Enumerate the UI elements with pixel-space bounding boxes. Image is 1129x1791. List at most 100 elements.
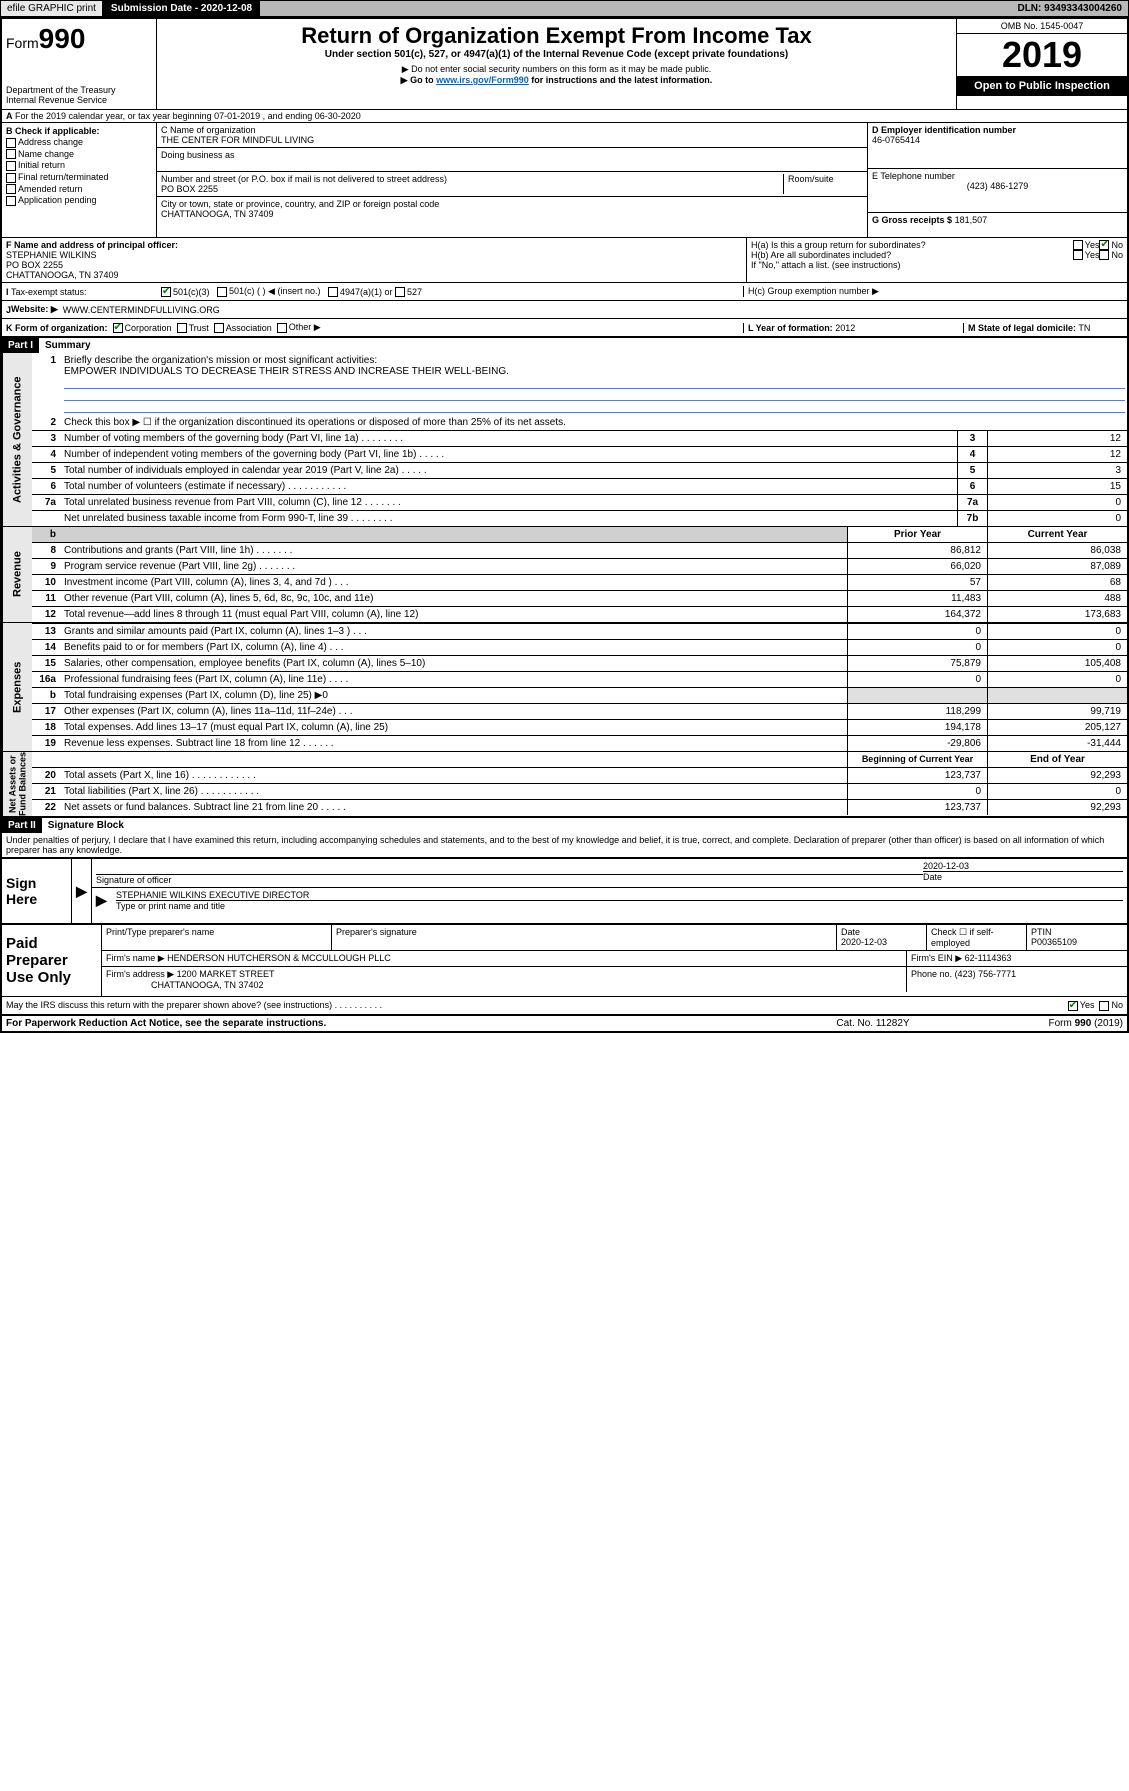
check-final-return[interactable]: Final return/terminated bbox=[6, 172, 152, 183]
expenses-section: Expenses 13Grants and similar amounts pa… bbox=[2, 622, 1127, 751]
addr-label: Number and street (or P.O. box if mail i… bbox=[161, 174, 783, 184]
submission-date[interactable]: Submission Date - 2020-12-08 bbox=[103, 1, 260, 16]
open-to-public: Open to Public Inspection bbox=[957, 76, 1127, 96]
firm-ein: 62-1114363 bbox=[965, 953, 1012, 963]
form-line: 10Investment income (Part VIII, column (… bbox=[32, 574, 1127, 590]
col-prior: Prior Year bbox=[847, 527, 987, 542]
officer-addr1: PO BOX 2255 bbox=[6, 260, 742, 270]
form-line: 5Total number of individuals employed in… bbox=[32, 462, 1127, 478]
topbar-spacer bbox=[260, 7, 1011, 11]
sign-arrow-2: ▶ bbox=[96, 890, 116, 911]
box-f: F Name and address of principal officer:… bbox=[2, 238, 747, 282]
form-line: bTotal fundraising expenses (Part IX, co… bbox=[32, 687, 1127, 703]
check-amended-return[interactable]: Amended return bbox=[6, 184, 152, 195]
room-label: Room/suite bbox=[783, 174, 863, 194]
check-corporation[interactable] bbox=[113, 323, 123, 333]
firm-phone: (423) 756-7771 bbox=[955, 969, 1017, 979]
vlabel-na: Net Assets or Fund Balances bbox=[2, 752, 32, 816]
tax-year: 2019 bbox=[957, 34, 1127, 76]
form-number: Form990 bbox=[6, 23, 152, 55]
netassets-section: Net Assets or Fund Balances Beginning of… bbox=[2, 751, 1127, 816]
ein-value: 46-0765414 bbox=[872, 135, 1123, 145]
officer-addr2: CHATTANOOGA, TN 37409 bbox=[6, 270, 742, 280]
form-subtitle: Under section 501(c), 527, or 4947(a)(1)… bbox=[161, 49, 952, 60]
boxes-row: B Check if applicable: Address change Na… bbox=[2, 122, 1127, 237]
footer-left: For Paperwork Reduction Act Notice, see … bbox=[6, 1018, 773, 1029]
check-501c3[interactable] bbox=[161, 287, 171, 297]
check-address-change[interactable]: Address change bbox=[6, 137, 152, 148]
warning-1: ▶ Do not enter social security numbers o… bbox=[161, 64, 952, 75]
box-f-h-row: F Name and address of principal officer:… bbox=[2, 237, 1127, 282]
state-domicile: TN bbox=[1078, 323, 1090, 333]
check-4947[interactable] bbox=[328, 287, 338, 297]
form-line: 4Number of independent voting members of… bbox=[32, 446, 1127, 462]
line-2: Check this box ▶ ☐ if the organization d… bbox=[62, 415, 1127, 430]
form-line: 7aTotal unrelated business revenue from … bbox=[32, 494, 1127, 510]
ein-label: D Employer identification number bbox=[872, 125, 1016, 135]
check-name-change[interactable]: Name change bbox=[6, 149, 152, 160]
footer-right: Form Form 990 (2019)990 (2019) bbox=[973, 1018, 1123, 1029]
gross-label: G Gross receipts $ bbox=[872, 215, 952, 225]
prep-date: 2020-12-03 bbox=[841, 937, 887, 947]
prep-sig-label: Preparer's signature bbox=[332, 925, 837, 950]
self-employed[interactable]: Check ☐ if self-employed bbox=[927, 925, 1027, 950]
form-line: 11Other revenue (Part VIII, column (A), … bbox=[32, 590, 1127, 606]
paid-preparer: Paid Preparer Use Only Print/Type prepar… bbox=[2, 923, 1127, 996]
vlabel-rev: Revenue bbox=[2, 527, 32, 622]
form-header: Form990 Department of the Treasury Inter… bbox=[2, 19, 1127, 109]
warning-2: ▶ Go to www.irs.gov/Form990 for instruct… bbox=[161, 75, 952, 86]
officer-name: STEPHANIE WILKINS bbox=[6, 250, 742, 260]
check-other[interactable] bbox=[277, 323, 287, 333]
box-b: B Check if applicable: Address change Na… bbox=[2, 123, 157, 237]
dln: DLN: 93493343004260 bbox=[1011, 1, 1128, 16]
h-note: If "No," attach a list. (see instruction… bbox=[751, 260, 1123, 270]
check-527[interactable] bbox=[395, 287, 405, 297]
form-line: 12Total revenue—add lines 8 through 11 (… bbox=[32, 606, 1127, 622]
check-application-pending[interactable]: Application pending bbox=[6, 195, 152, 206]
form-line: 3Number of voting members of the governi… bbox=[32, 430, 1127, 446]
phone-label: E Telephone number bbox=[872, 171, 1123, 181]
check-trust[interactable] bbox=[177, 323, 187, 333]
k-l-m-row: K Form of organization: Corporation Trus… bbox=[2, 318, 1127, 336]
website-row: J Website: ▶ WWW.CENTERMINDFULLIVING.ORG bbox=[2, 300, 1127, 318]
form-line: 22Net assets or fund balances. Subtract … bbox=[32, 799, 1127, 815]
sig-name: STEPHANIE WILKINS EXECUTIVE DIRECTOR bbox=[116, 890, 1123, 901]
form-line: 16aProfessional fundraising fees (Part I… bbox=[32, 671, 1127, 687]
discuss-no[interactable] bbox=[1099, 1001, 1109, 1011]
year-formation: 2012 bbox=[835, 323, 855, 333]
city-label: City or town, state or province, country… bbox=[161, 199, 863, 209]
gross-value: 181,507 bbox=[955, 215, 988, 225]
section-a: A For the 2019 calendar year, or tax yea… bbox=[2, 109, 1127, 122]
box-hc: H(c) Group exemption number ▶ bbox=[743, 286, 1123, 297]
form-line: 19Revenue less expenses. Subtract line 1… bbox=[32, 735, 1127, 751]
dba-label: Doing business as bbox=[161, 150, 863, 160]
form-footer: For Paperwork Reduction Act Notice, see … bbox=[2, 1014, 1127, 1031]
box-h: H(a) Is this a group return for subordin… bbox=[747, 238, 1127, 282]
irs-link[interactable]: www.irs.gov/Form990 bbox=[436, 75, 529, 85]
form-line: 9Program service revenue (Part VIII, lin… bbox=[32, 558, 1127, 574]
part1-header: Part ISummary bbox=[2, 336, 1127, 353]
declaration-text: Under penalties of perjury, I declare th… bbox=[2, 833, 1127, 857]
form-line: 15Salaries, other compensation, employee… bbox=[32, 655, 1127, 671]
sig-date: 2020-12-03 bbox=[923, 861, 1123, 872]
sig-officer-label: Signature of officer bbox=[96, 875, 171, 885]
vlabel-exp: Expenses bbox=[2, 623, 32, 751]
topbar: efile GRAPHIC print Submission Date - 20… bbox=[0, 0, 1129, 17]
form-line: 18Total expenses. Add lines 13–17 (must … bbox=[32, 719, 1127, 735]
col-begin: Beginning of Current Year bbox=[847, 752, 987, 767]
ptin: P00365109 bbox=[1031, 937, 1077, 947]
check-initial-return[interactable]: Initial return bbox=[6, 160, 152, 171]
org-name-label: C Name of organization bbox=[161, 125, 863, 135]
form-line: 21Total liabilities (Part X, line 26) . … bbox=[32, 783, 1127, 799]
efile-label[interactable]: efile GRAPHIC print bbox=[1, 1, 103, 16]
check-association[interactable] bbox=[214, 323, 224, 333]
form-line: Net unrelated business taxable income fr… bbox=[32, 510, 1127, 526]
phone-value: (423) 486-1279 bbox=[872, 181, 1123, 191]
sign-arrow-1: ▶ bbox=[72, 859, 92, 923]
col-end: End of Year bbox=[987, 752, 1127, 767]
check-501c[interactable] bbox=[217, 287, 227, 297]
org-address: PO BOX 2255 bbox=[161, 184, 783, 194]
omb-number: OMB No. 1545-0047 bbox=[957, 19, 1127, 34]
discuss-yes[interactable] bbox=[1068, 1001, 1078, 1011]
vlabel-ag: Activities & Governance bbox=[2, 353, 32, 526]
